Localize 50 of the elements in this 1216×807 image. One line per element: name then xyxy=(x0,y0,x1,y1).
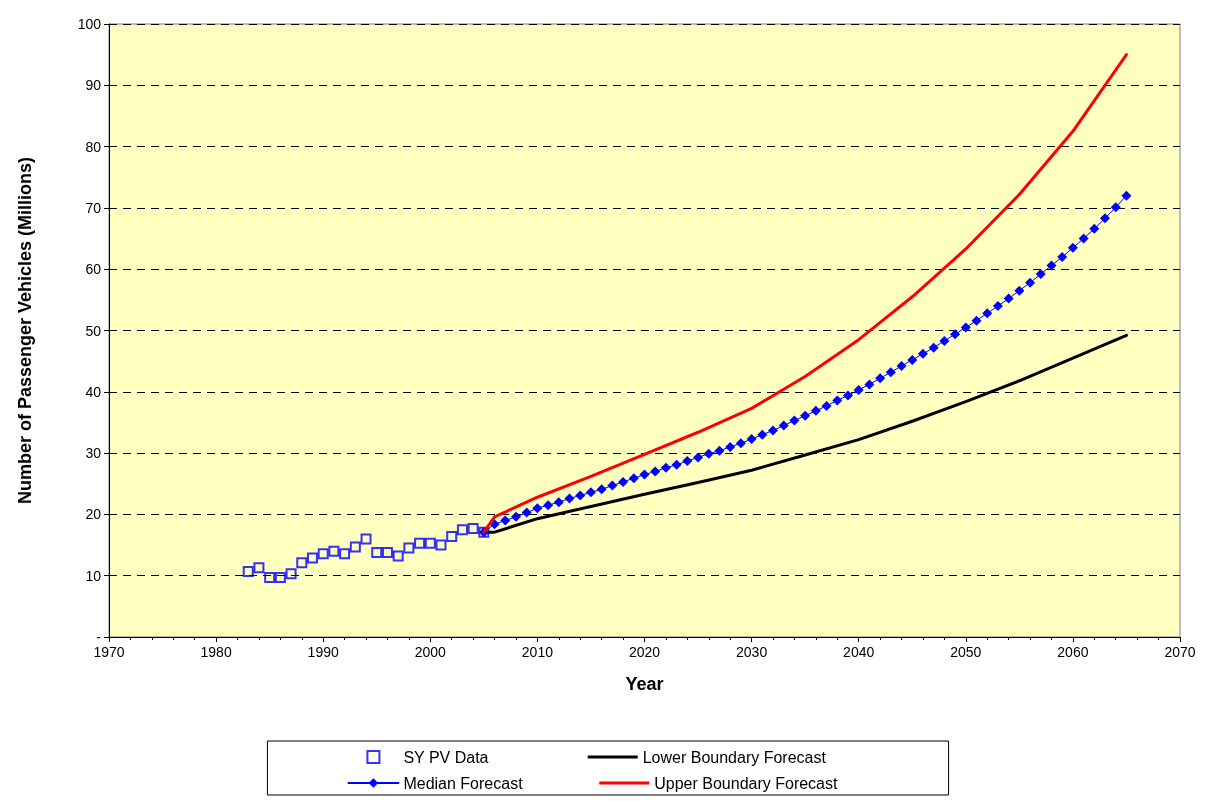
y-tick-label: 70 xyxy=(85,199,102,216)
point xyxy=(392,550,404,562)
legend-label: Upper Boundary Forecast xyxy=(654,774,869,792)
x-tick-label: 2020 xyxy=(628,644,661,660)
point xyxy=(403,542,415,554)
y-tick-label: 30 xyxy=(85,445,102,462)
legend-label: Lower Boundary Forecast xyxy=(642,748,858,766)
point xyxy=(274,572,286,584)
point xyxy=(435,539,447,551)
x-tick-label: 2030 xyxy=(736,644,768,660)
y-axis-title: Number of Passenger Vehicles (Millions) xyxy=(15,156,35,505)
point xyxy=(381,546,393,558)
y-tick-label: 100 xyxy=(77,16,102,32)
y-tick-label: 60 xyxy=(85,261,102,278)
point xyxy=(446,530,458,542)
legend-label: SY PV Data xyxy=(403,748,578,766)
y-tick-label: 80 xyxy=(85,138,102,155)
point xyxy=(285,568,297,580)
point xyxy=(242,565,254,577)
x-tick-label: 1990 xyxy=(307,644,339,660)
point xyxy=(253,562,265,574)
y-tick-label: 90 xyxy=(85,77,102,94)
point xyxy=(349,541,361,553)
x-tick-label: 2010 xyxy=(521,644,554,660)
point xyxy=(328,545,340,557)
point xyxy=(264,572,276,584)
x-tick-label: 1980 xyxy=(200,644,232,660)
x-tick-label: 1970 xyxy=(93,644,125,660)
point xyxy=(467,523,479,534)
legend-label: Median Forecast xyxy=(403,774,590,792)
point xyxy=(424,537,436,549)
point xyxy=(360,533,372,545)
x-tick-label: 2060 xyxy=(1057,644,1089,660)
y-tick-label: 50 xyxy=(85,322,102,339)
y-tick-label: 20 xyxy=(85,506,102,523)
x-tick-label: 2050 xyxy=(950,644,982,660)
x-tick-label: 2070 xyxy=(1164,644,1196,660)
point xyxy=(456,524,468,536)
point xyxy=(306,552,318,564)
x-tick-label: 2000 xyxy=(414,644,447,660)
point xyxy=(296,557,308,569)
y-tick-label: 40 xyxy=(85,383,102,400)
x-tick-label: 2040 xyxy=(843,644,875,660)
y-tick-label: 10 xyxy=(85,567,102,584)
x-axis-title: Year xyxy=(625,674,664,694)
point xyxy=(371,546,383,558)
y-tick-label: - xyxy=(96,629,102,645)
point xyxy=(414,537,426,549)
point xyxy=(317,548,329,560)
point xyxy=(339,548,351,560)
